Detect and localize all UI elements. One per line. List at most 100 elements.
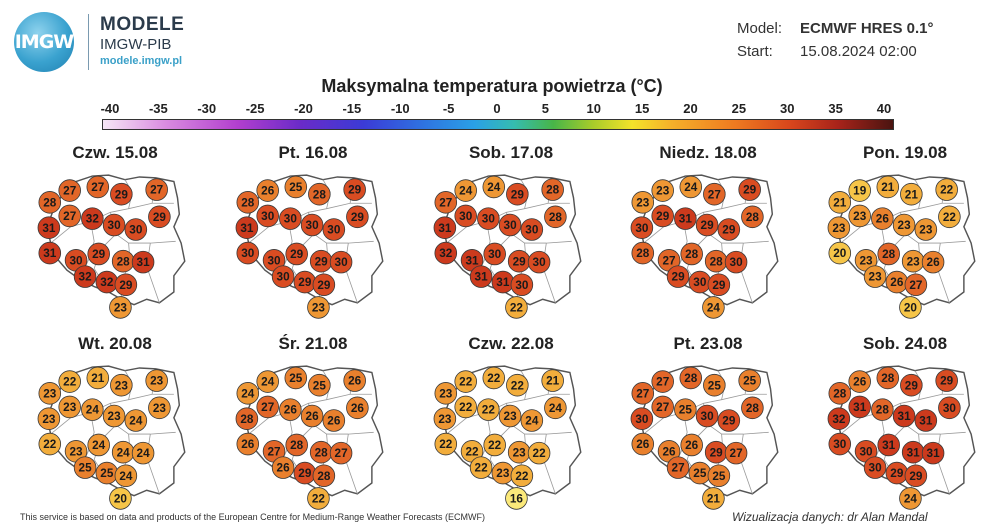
temperature-marker: 29 — [935, 369, 958, 392]
temperature-value: 28 — [290, 439, 304, 452]
temperature-marker: 30 — [527, 250, 551, 274]
temperature-value: 32 — [86, 213, 100, 226]
temperature-value: 24 — [684, 181, 698, 194]
temperature-value: 16 — [510, 492, 524, 505]
temperature-value: 31 — [475, 271, 489, 284]
temperature-marker-circle — [899, 487, 922, 510]
temperature-marker: 29 — [148, 205, 171, 229]
temperature-value: 29 — [115, 188, 129, 201]
temperature-marker-circle — [477, 207, 500, 230]
temperature-marker-circle — [651, 395, 674, 419]
temperature-value: 29 — [290, 248, 304, 261]
temperature-value: 31 — [137, 256, 151, 269]
temperature-marker: 31 — [235, 216, 259, 239]
temperature-marker: 25 — [707, 464, 731, 488]
temperature-value: 30 — [533, 256, 547, 269]
temperature-marker: 26 — [885, 270, 909, 294]
temperature-value: 29 — [710, 446, 724, 459]
temperature-value: 24 — [137, 447, 151, 460]
temperature-marker: 28 — [877, 242, 900, 266]
temperature-marker-circle — [505, 487, 528, 510]
temperature-marker: 25 — [688, 461, 712, 485]
temperature-marker: 32 — [434, 241, 458, 265]
temperature-value: 23 — [869, 271, 883, 284]
temperature-marker: 24 — [482, 175, 506, 199]
temperature-marker: 29 — [293, 461, 317, 485]
temperature-value: 22 — [43, 438, 57, 451]
temperature-marker-circle — [904, 273, 928, 297]
temperature-value: 30 — [129, 224, 143, 237]
temperature-value: 27 — [730, 447, 744, 460]
temperature-marker-circle — [828, 191, 852, 214]
temperature-marker: 28 — [741, 205, 764, 229]
temperature-marker: 28 — [235, 407, 259, 430]
temperature-value: 26 — [351, 402, 365, 415]
temperature-value: 23 — [853, 210, 867, 223]
temperature-marker: 27 — [145, 178, 168, 201]
temperature-marker: 31 — [877, 433, 900, 457]
temperature-marker: 29 — [293, 270, 317, 294]
temperature-marker: 22 — [482, 366, 506, 390]
temperature-marker: 25 — [284, 366, 308, 390]
temperature-value: 22 — [533, 447, 547, 460]
brand-url[interactable]: modele.imgw.pl — [100, 55, 183, 67]
temperature-marker: 23 — [434, 382, 458, 405]
forecast-panel: Czw. 15.08 28 27 27 29 27 29 31 27 32 30 30 31 30 29 28… — [30, 143, 200, 325]
temperature-marker: 23 — [827, 216, 851, 239]
temperature-marker-circle — [541, 369, 564, 392]
temperature-marker-circle — [329, 441, 353, 465]
temperature-marker-circle — [527, 250, 551, 274]
temperature-marker-circle — [73, 265, 97, 288]
temperature-marker-circle — [938, 396, 961, 420]
temperature-marker: 26 — [236, 432, 260, 456]
temperature-marker: 27 — [329, 441, 353, 465]
temperature-marker: 27 — [58, 204, 81, 228]
temperature-marker: 22 — [477, 398, 500, 421]
temperature-marker-circle — [256, 179, 279, 202]
temperature-value: 23 — [153, 402, 167, 415]
temperature-marker-circle — [307, 296, 330, 319]
temperature-value: 27 — [150, 184, 164, 197]
temperature-marker: 30 — [938, 396, 961, 420]
temperature-marker-circle — [124, 218, 148, 241]
temperature-value: 21 — [833, 196, 847, 209]
temperature-marker-circle — [680, 242, 703, 266]
temperature-marker: 32 — [81, 207, 104, 230]
temperature-value: 26 — [327, 415, 341, 428]
temperature-value: 32 — [100, 276, 114, 289]
temperature-value: 29 — [298, 467, 312, 480]
imgw-logo-text: IMGW — [14, 31, 75, 53]
temperature-marker: 31 — [674, 207, 697, 230]
temperature-value: 26 — [241, 438, 255, 451]
temperature-marker-circle — [738, 178, 761, 201]
temperature-marker: 28 — [741, 396, 764, 420]
temperature-marker: 22 — [483, 433, 506, 457]
temperature-marker-circle — [848, 179, 871, 202]
temperature-marker: 30 — [271, 265, 295, 288]
temperature-marker: 23 — [631, 191, 655, 214]
temperature-marker: 29 — [717, 218, 741, 241]
forecast-panel: Pon. 19.08 21 19 21 21 22 22 23 23 26 23 23 20 23 28 23… — [820, 143, 984, 325]
temperature-value: 31 — [927, 447, 941, 460]
temperature-marker: 29 — [346, 205, 369, 229]
temperature-marker: 28 — [680, 242, 703, 266]
panel-date: Pt. 23.08 — [673, 334, 743, 353]
temperature-value: 30 — [860, 445, 874, 458]
temperature-marker: 27 — [651, 370, 674, 393]
temperature-marker: 30 — [124, 218, 148, 241]
temperature-marker-circle — [109, 296, 132, 319]
temperature-value: 26 — [277, 462, 291, 475]
temperature-marker: 30 — [236, 241, 260, 265]
temperature-marker: 29 — [309, 249, 333, 273]
temperature-marker-circle — [703, 373, 726, 397]
temperature-value: 23 — [114, 301, 128, 314]
temperature-value: 27 — [63, 185, 77, 198]
temperature-value: 29 — [511, 188, 525, 201]
temperature-value: 27 — [672, 462, 686, 475]
scale-tick-label: -25 — [245, 101, 265, 116]
temperature-value: 29 — [513, 255, 527, 268]
temperature-value: 23 — [907, 255, 921, 268]
temperature-marker: 22 — [938, 205, 961, 229]
temperature-marker: 31 — [38, 241, 62, 265]
